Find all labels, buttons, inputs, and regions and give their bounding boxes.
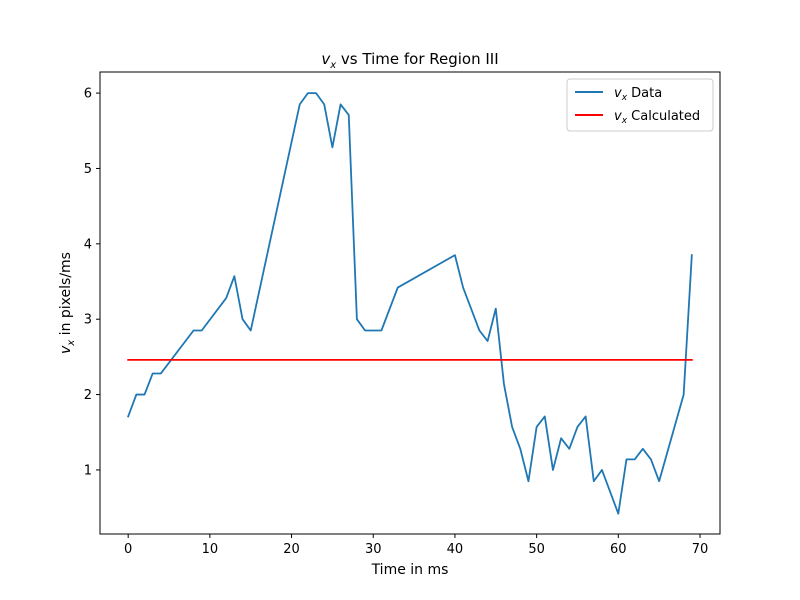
y-tick-label: 3 — [84, 313, 92, 328]
x-tick-label: 60 — [610, 542, 627, 557]
y-tick-label: 5 — [84, 162, 92, 177]
y-tick-label: 2 — [84, 388, 92, 403]
x-tick-label: 50 — [528, 542, 545, 557]
y-axis-ticks: 1 2 3 4 5 6 — [84, 87, 100, 478]
y-tick-label: 1 — [84, 463, 92, 478]
x-axis-ticks: 0 10 20 30 40 50 60 70 — [124, 534, 708, 557]
x-tick-label: 10 — [202, 542, 219, 557]
x-tick-label: 0 — [124, 542, 132, 557]
y-tick-label: 6 — [84, 87, 92, 102]
x-tick-label: 40 — [447, 542, 464, 557]
chart-title: vx vs Time for Region III — [321, 50, 498, 71]
legend-label-vx-calculated: vx Calculated — [614, 109, 700, 126]
series-line-0 — [127, 92, 693, 515]
x-tick-label: 30 — [365, 542, 382, 557]
x-tick-label: 70 — [692, 542, 709, 557]
axes-frame — [99, 71, 721, 535]
y-tick-label: 4 — [84, 237, 92, 252]
x-axis-label: Time in ms — [371, 562, 449, 578]
legend-label-vx-data: vx Data — [614, 86, 662, 103]
y-axis-label: vx in pixels/ms — [58, 252, 77, 354]
x-tick-label: 20 — [283, 542, 300, 557]
legend: vx Data vx Calculated — [566, 78, 714, 132]
plot-lines — [127, 92, 693, 515]
legend-box — [566, 78, 714, 132]
